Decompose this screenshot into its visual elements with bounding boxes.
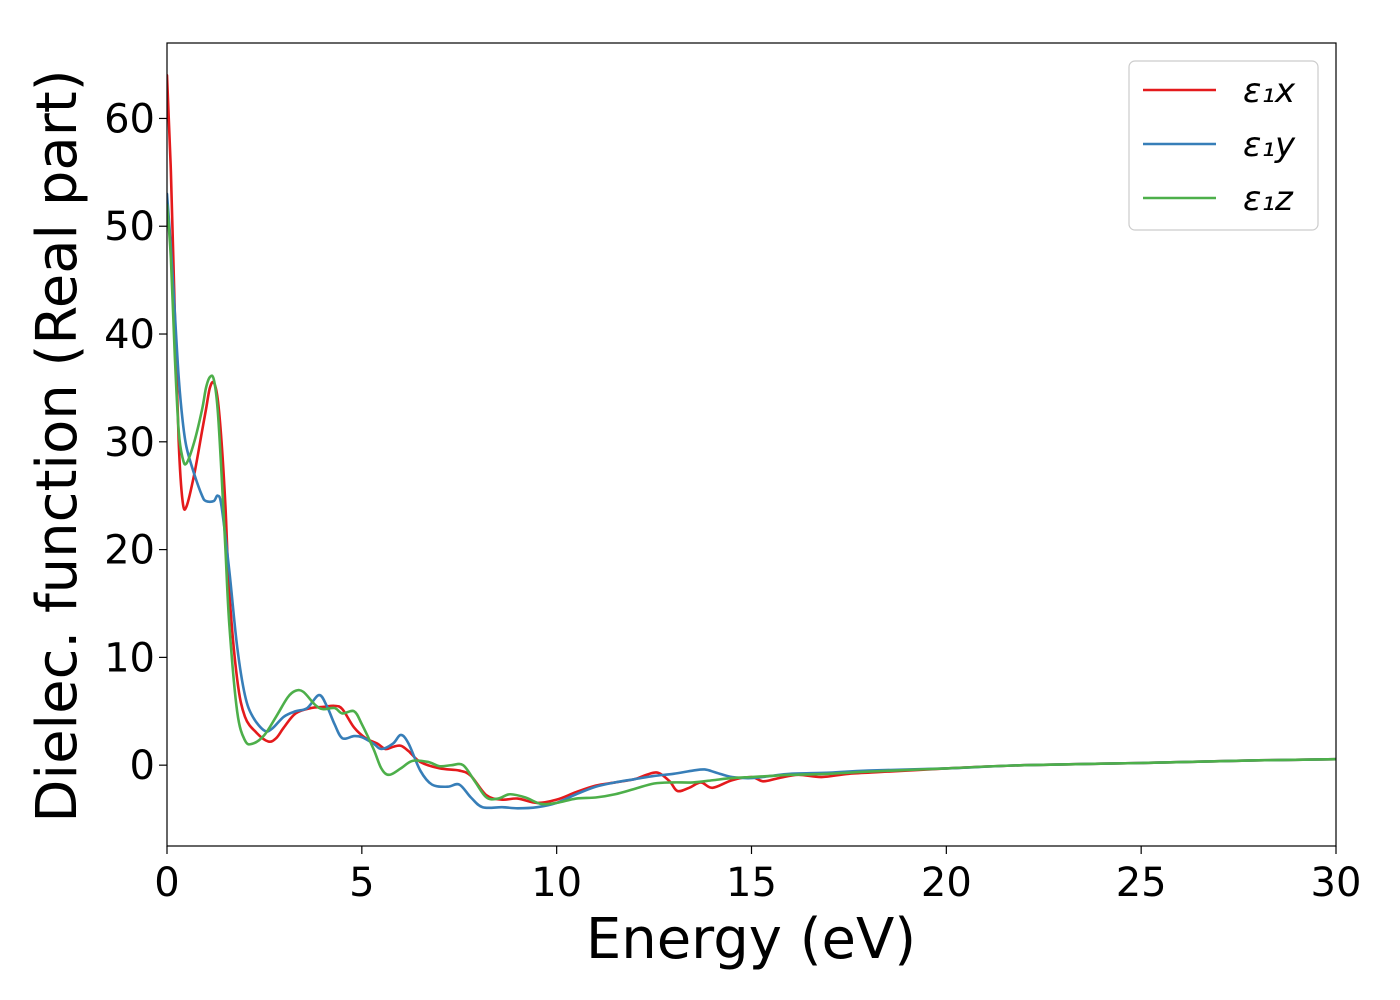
series-line-2 bbox=[167, 203, 1336, 806]
legend-label-2: ε₁z bbox=[1243, 179, 1294, 219]
x-tick-label: 30 bbox=[1311, 860, 1362, 906]
x-tick-label: 0 bbox=[154, 860, 179, 906]
legend-frame bbox=[1128, 60, 1319, 231]
legend-label-0: ε₁x bbox=[1243, 71, 1296, 111]
y-tick-label: 40 bbox=[104, 312, 155, 358]
x-tick-label: 5 bbox=[349, 860, 374, 906]
y-tick-label: 10 bbox=[104, 635, 155, 681]
series-line-1 bbox=[167, 192, 1336, 810]
x-axis-title: Energy (eV) bbox=[586, 907, 916, 972]
y-tick-label: 0 bbox=[130, 743, 155, 789]
legend: ε₁x ε₁y ε₁z bbox=[1128, 60, 1319, 231]
x-tick-label: 15 bbox=[726, 860, 777, 906]
y-tick-label: 30 bbox=[104, 420, 155, 466]
x-tick-label: 10 bbox=[531, 860, 582, 906]
x-axis: 0 5 10 15 20 25 30 bbox=[154, 846, 1361, 906]
y-tick-label: 20 bbox=[104, 528, 155, 574]
y-tick-label: 60 bbox=[104, 96, 155, 142]
y-axis: 0 10 20 30 40 50 60 bbox=[104, 96, 167, 789]
series-group bbox=[167, 74, 1336, 810]
y-tick-label: 50 bbox=[104, 204, 155, 250]
x-tick-label: 20 bbox=[921, 860, 972, 906]
legend-label-1: ε₁y bbox=[1243, 125, 1296, 165]
x-tick-label: 25 bbox=[1116, 860, 1167, 906]
y-axis-title: Dielec. function (Real part) bbox=[25, 69, 90, 822]
